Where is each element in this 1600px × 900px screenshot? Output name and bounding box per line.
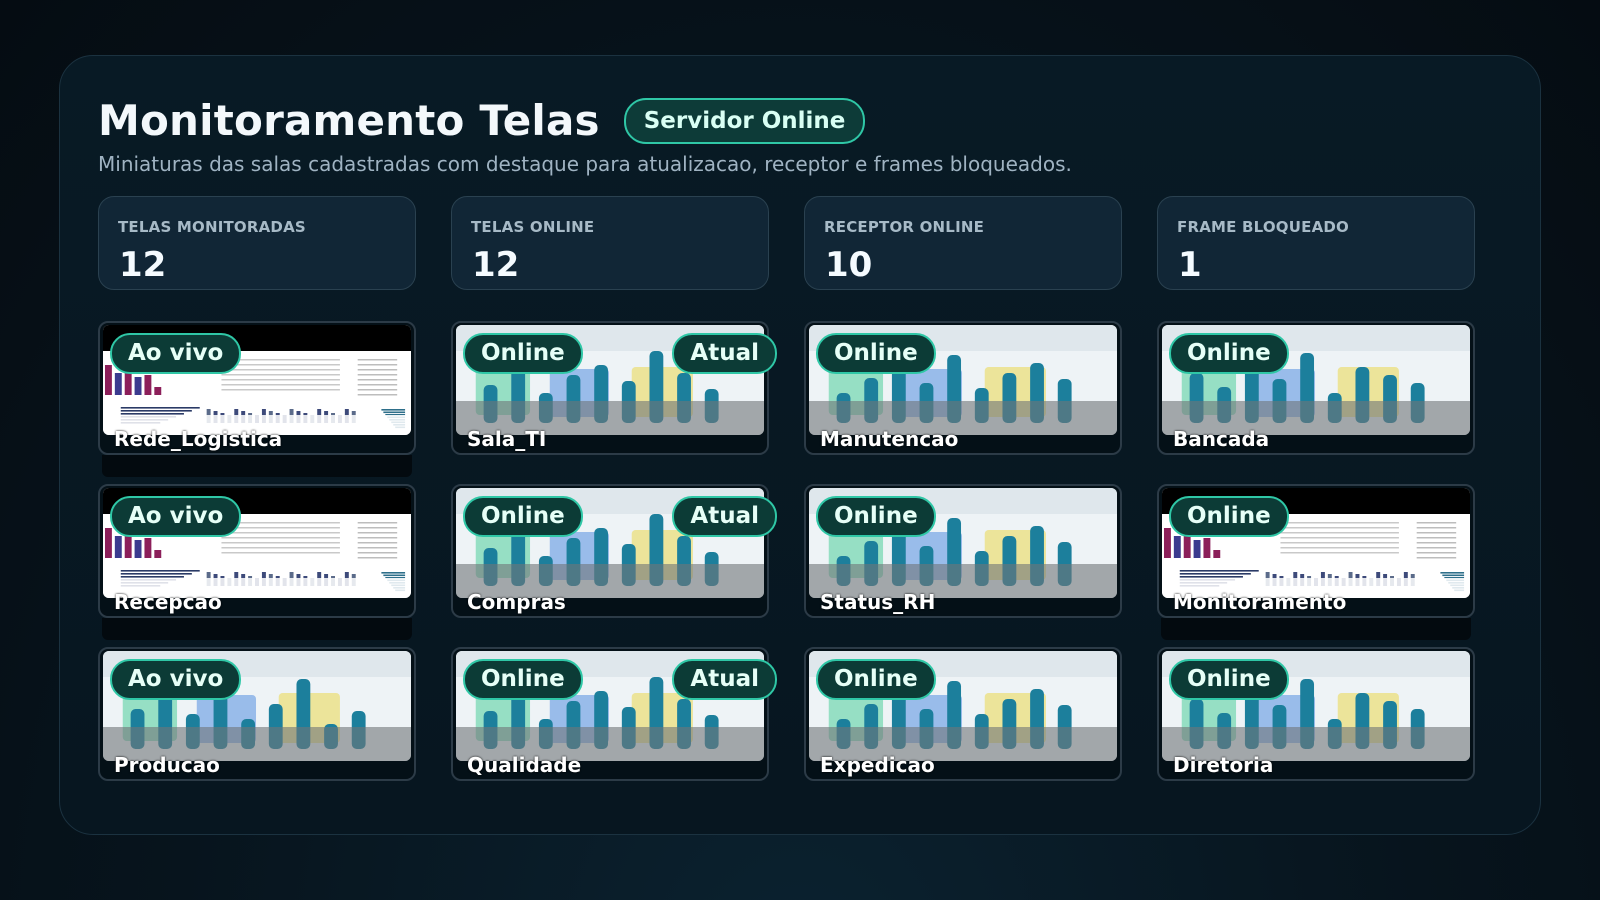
room-name: Compras (467, 590, 566, 614)
update-tag: Atual (672, 496, 777, 537)
status-pill: Online (1169, 496, 1289, 537)
screen-tile[interactable]: Ao vivo Producao (98, 647, 416, 781)
update-tag: Atual (672, 333, 777, 374)
thumbnail-shadow (102, 455, 412, 477)
stat-card-receiver: RECEPTOR ONLINE 10 (804, 196, 1122, 290)
screen-tile[interactable]: Online Manutencao (804, 321, 1122, 455)
stat-label: RECEPTOR ONLINE (824, 218, 985, 236)
page-title: Monitoramento Telas (98, 96, 600, 145)
stat-value: 12 (472, 245, 520, 285)
status-pill: Online (816, 659, 936, 700)
status-pill: Online (463, 659, 583, 700)
stat-card-frame-blocked: FRAME BLOQUEADO 1 (1157, 196, 1475, 290)
status-pill: Online (463, 496, 583, 537)
stat-value: 12 (119, 245, 167, 285)
room-name: Manutencao (820, 427, 959, 451)
stat-value: 10 (825, 245, 873, 285)
room-name: Qualidade (467, 753, 582, 777)
room-name: Bancada (1173, 427, 1270, 451)
room-name: Expedicao (820, 753, 935, 777)
room-name: Producao (114, 753, 220, 777)
screen-thumbnail (456, 488, 764, 598)
monitor-panel: Monitoramento Telas Servidor Online Mini… (59, 55, 1541, 835)
status-pill: Online (463, 333, 583, 374)
room-name: Rede_Logistica (114, 427, 283, 451)
screen-tile[interactable]: Online Diretoria (1157, 647, 1475, 781)
stat-card-online: TELAS ONLINE 12 (451, 196, 769, 290)
screen-tile[interactable]: Ao vivo Recepcao (98, 484, 416, 640)
status-pill: Ao vivo (110, 333, 242, 374)
screen-tile[interactable]: Online Status_RH (804, 484, 1122, 618)
status-pill: Online (1169, 333, 1289, 374)
server-status-badge: Servidor Online (623, 97, 866, 144)
stat-card-monitored: TELAS MONITORADAS 12 (98, 196, 416, 290)
screen-tile[interactable]: Ao vivo Rede_Logistica (98, 321, 416, 477)
stat-label: TELAS MONITORADAS (118, 218, 306, 236)
room-name: Status_RH (820, 590, 936, 614)
stat-value: 1 (1178, 245, 1202, 285)
room-name: Sala_TI (467, 427, 547, 451)
screen-tile[interactable]: Online Monitoramento (1157, 484, 1475, 640)
room-name: Diretoria (1173, 753, 1274, 777)
screen-tile[interactable]: Online Atual Compras (451, 484, 777, 618)
screen-tile[interactable]: Online Atual Sala_TI (451, 321, 777, 455)
room-name: Recepcao (114, 590, 222, 614)
stat-label: TELAS ONLINE (471, 218, 595, 236)
page-header: Monitoramento Telas Servidor Online (98, 96, 866, 145)
screen-tile[interactable]: Online Atual Qualidade (451, 647, 777, 781)
status-pill: Online (1169, 659, 1289, 700)
screen-tile[interactable]: Online Bancada (1157, 321, 1475, 455)
room-name: Monitoramento (1173, 590, 1347, 614)
update-tag: Atual (672, 659, 777, 700)
thumbnail-shadow (1161, 618, 1471, 640)
screen-tile[interactable]: Online Expedicao (804, 647, 1122, 781)
screen-thumbnail (1162, 488, 1470, 598)
stat-label: FRAME BLOQUEADO (1177, 218, 1349, 236)
thumbnail-shadow (102, 618, 412, 640)
screen-thumbnail (1162, 325, 1470, 435)
screen-thumbnail (809, 325, 1117, 435)
status-pill: Ao vivo (110, 496, 242, 537)
status-pill: Online (816, 496, 936, 537)
status-pill: Ao vivo (110, 659, 242, 700)
status-pill: Online (816, 333, 936, 374)
page-subtitle: Miniaturas das salas cadastradas com des… (98, 152, 1072, 176)
